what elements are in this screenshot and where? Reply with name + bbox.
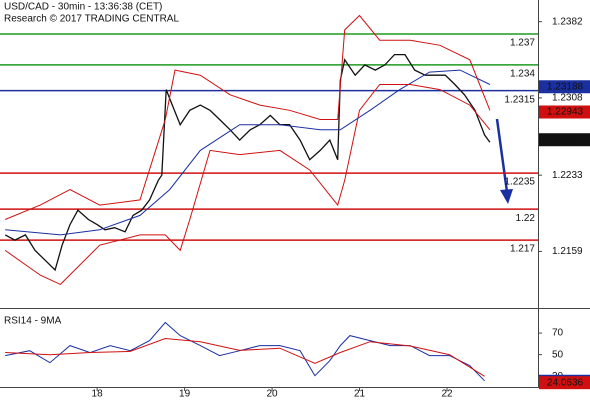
price-tag-label: 1.23188 <box>547 81 584 92</box>
x-tick-label: 22 <box>441 389 453 400</box>
x-tick-label: 20 <box>266 389 278 400</box>
price-tag <box>539 80 590 94</box>
y-tick-label: 1.2308 <box>552 93 583 104</box>
level-label: 1.217 <box>510 244 535 255</box>
series-line <box>5 337 485 377</box>
price-tag <box>539 133 590 147</box>
chart-subtitle: Research © 2017 TRADING CENTRAL <box>4 14 179 25</box>
level-label: 1.2235 <box>504 177 535 188</box>
price-tag-label: 24.0636 <box>547 377 584 388</box>
level-label: 1.2315 <box>504 94 535 105</box>
arrow-head <box>500 189 513 204</box>
series-line <box>5 14 491 220</box>
rsi-title: RSI14 - 9MA <box>4 316 62 327</box>
series-line <box>5 69 491 236</box>
price-tag <box>539 105 590 119</box>
level-label: 1.237 <box>510 38 535 49</box>
y-tick-label: 1.2233 <box>552 170 583 181</box>
y-tick-label: 1.2382 <box>552 16 583 27</box>
chart-title: USD/CAD - 30min - 13:36:38 (CET) <box>4 2 162 13</box>
arrow-shaft <box>495 118 509 193</box>
x-tick-label: 21 <box>354 389 366 400</box>
y-tick-label: 50 <box>552 349 564 360</box>
series-line <box>4 84 491 285</box>
price-tag-label: 1.22674 <box>547 134 584 145</box>
price-tag <box>539 376 590 390</box>
x-tick-label: 18 <box>92 389 104 400</box>
level-label: 1.234 <box>510 69 535 80</box>
series-line <box>4 53 491 272</box>
level-label: 1.22 <box>516 213 536 224</box>
price-tag-label: 1.22943 <box>547 107 584 118</box>
y-tick-label: 1.2159 <box>552 246 583 257</box>
forecast-arrow <box>495 118 513 204</box>
y-tick-label: 70 <box>552 328 564 339</box>
x-tick-label: 19 <box>179 389 191 400</box>
